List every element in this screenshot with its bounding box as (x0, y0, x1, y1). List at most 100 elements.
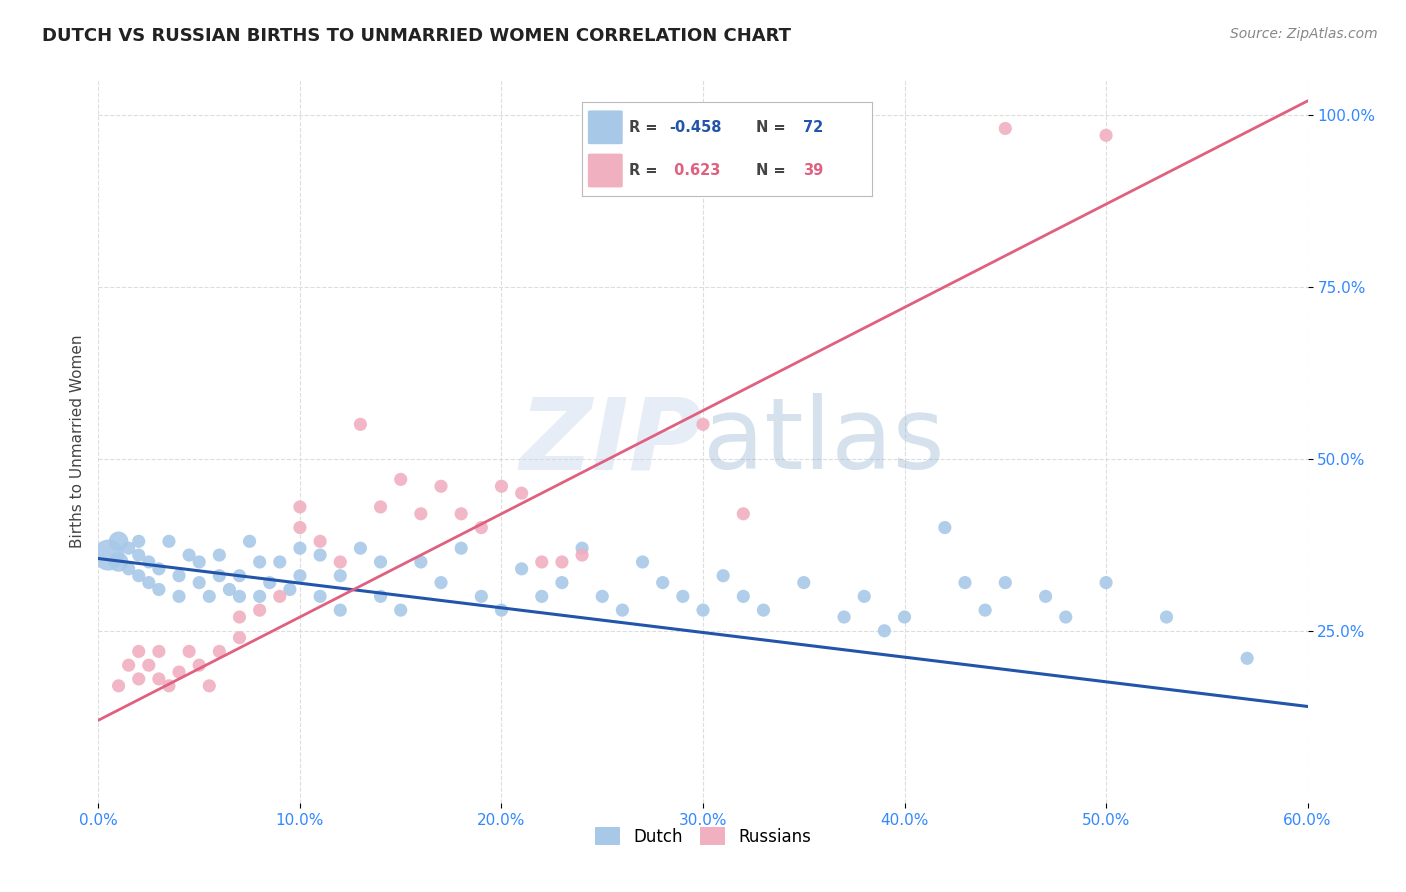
Point (138, 658, 160, 673)
Point (1156, 610, 1178, 624)
Point (167, 590, 190, 604)
Point (974, 603, 997, 617)
Point (430, 479, 453, 493)
Point (470, 590, 492, 604)
Point (692, 417, 714, 432)
Point (138, 575, 160, 590)
Point (752, 603, 775, 617)
Point (249, 555, 271, 569)
Point (793, 128, 815, 143)
Point (953, 575, 976, 590)
Point (470, 520, 492, 534)
Point (571, 541, 593, 556)
Point (1095, 575, 1118, 590)
Point (934, 520, 956, 534)
Point (1054, 610, 1077, 624)
Point (198, 590, 221, 604)
Point (188, 658, 211, 673)
Point (228, 631, 250, 645)
Point (128, 548, 150, 562)
Point (893, 610, 915, 624)
Y-axis label: Births to Unmarried Women: Births to Unmarried Women (69, 334, 84, 549)
Point (188, 555, 211, 569)
Point (349, 417, 371, 432)
Point (188, 575, 211, 590)
Point (409, 555, 432, 569)
Point (118, 541, 141, 556)
Point (1035, 590, 1057, 604)
Point (873, 624, 896, 638)
Point (551, 555, 574, 569)
Point (179, 548, 201, 562)
Text: Source: ZipAtlas.com: Source: ZipAtlas.com (1230, 27, 1378, 41)
Point (107, 679, 129, 693)
Point (288, 520, 311, 534)
Point (450, 541, 472, 556)
Point (288, 500, 311, 514)
Point (733, 590, 755, 604)
Point (692, 603, 714, 617)
Point (510, 562, 533, 576)
Point (853, 590, 876, 604)
Point (430, 575, 453, 590)
Point (128, 534, 150, 549)
Point (148, 672, 170, 686)
Point (288, 541, 311, 556)
Point (370, 555, 392, 569)
Point (107, 534, 129, 549)
Point (228, 590, 250, 604)
Point (733, 507, 755, 521)
Point (510, 486, 533, 500)
Point (218, 582, 240, 597)
Point (269, 590, 291, 604)
Point (711, 568, 734, 582)
Point (118, 658, 141, 673)
Point (128, 568, 150, 582)
Point (309, 548, 332, 562)
Legend: Dutch, Russians: Dutch, Russians (589, 821, 817, 852)
Point (249, 603, 271, 617)
Point (651, 575, 673, 590)
Point (97, 548, 120, 562)
Point (530, 590, 553, 604)
Point (259, 575, 281, 590)
Point (1236, 651, 1258, 665)
Point (1095, 128, 1118, 143)
Text: atlas: atlas (703, 393, 945, 490)
Point (228, 610, 250, 624)
Point (491, 479, 513, 493)
Point (239, 534, 262, 549)
Point (288, 568, 311, 582)
Point (118, 562, 141, 576)
Point (530, 555, 553, 569)
Point (853, 128, 876, 143)
Point (128, 672, 150, 686)
Point (167, 568, 190, 582)
Point (450, 507, 472, 521)
Point (157, 534, 180, 549)
Point (198, 679, 221, 693)
Point (994, 575, 1017, 590)
Point (370, 500, 392, 514)
Point (491, 603, 513, 617)
Point (208, 548, 231, 562)
Point (157, 679, 180, 693)
Point (832, 610, 855, 624)
Point (249, 590, 271, 604)
Point (793, 575, 815, 590)
Point (208, 644, 231, 658)
Point (329, 603, 352, 617)
Point (167, 665, 190, 679)
Point (269, 555, 291, 569)
Point (128, 644, 150, 658)
Point (179, 644, 201, 658)
Point (228, 568, 250, 582)
Point (349, 541, 371, 556)
Point (389, 472, 412, 486)
Point (389, 603, 412, 617)
Point (148, 562, 170, 576)
Point (672, 590, 695, 604)
Point (631, 555, 654, 569)
Point (148, 644, 170, 658)
Point (612, 603, 634, 617)
